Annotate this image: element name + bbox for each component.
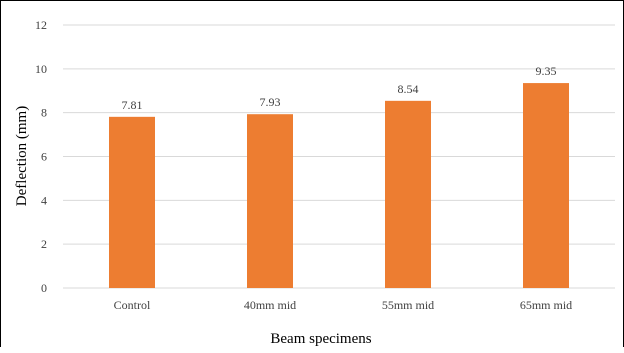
- data-label: 9.35: [536, 64, 557, 78]
- y-tick-label: 10: [35, 62, 47, 76]
- bar: [109, 116, 155, 288]
- x-tick-label: 65mm mid: [520, 298, 572, 312]
- y-tick-label: 4: [41, 193, 47, 207]
- bar: [523, 83, 569, 289]
- y-axis-label: Deflection (mm): [14, 106, 30, 206]
- data-label: 7.81: [122, 98, 143, 112]
- x-axis-label: Beam specimens: [270, 331, 371, 347]
- data-labels: 7.81 7.93 8.54 9.35: [122, 64, 557, 112]
- y-tick-label: 12: [35, 18, 47, 32]
- x-tick-label: Control: [114, 298, 151, 312]
- x-tick-label: 55mm mid: [382, 298, 434, 312]
- y-tick-labels: 0 2 4 6 8 10 12: [35, 18, 47, 295]
- y-tick-label: 6: [41, 150, 47, 164]
- bar: [385, 100, 431, 288]
- x-tick-label: 40mm mid: [244, 298, 296, 312]
- data-label: 8.54: [398, 82, 419, 96]
- bar: [247, 114, 293, 288]
- y-tick-label: 0: [41, 281, 47, 295]
- y-tick-label: 2: [41, 237, 47, 251]
- data-label: 7.93: [260, 95, 281, 109]
- x-tick-labels: Control 40mm mid 55mm mid 65mm mid: [114, 298, 573, 312]
- y-tick-label: 8: [41, 106, 47, 120]
- bars: [109, 83, 569, 289]
